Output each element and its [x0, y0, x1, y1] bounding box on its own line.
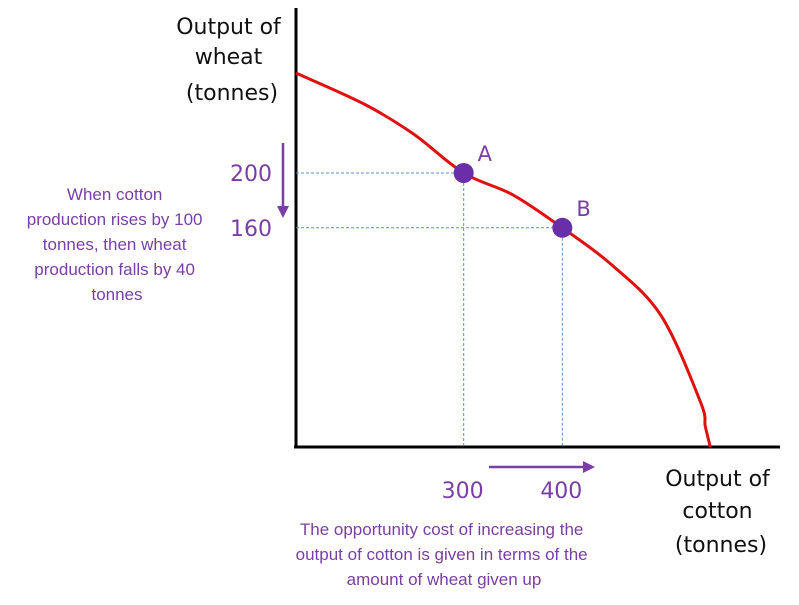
- x-tick-label-400: 400: [540, 479, 582, 504]
- left-annotation-line-2: production rises by 100: [27, 210, 203, 229]
- y-axis-title-line-2: wheat: [195, 45, 263, 70]
- y-axis-title: Output of wheat (tonnes): [176, 15, 288, 106]
- ppf-curve-line: [295, 71, 712, 448]
- x-axis-title-line-2: cotton: [682, 499, 752, 524]
- right-arrow-icon: [583, 461, 595, 473]
- y-axis-title-line-3: (tonnes): [186, 81, 278, 106]
- left-annotation-line-5: tonnes: [91, 285, 142, 304]
- left-annotation-line-3: tonnes, then wheat: [43, 235, 187, 254]
- x-axis-title-line-3: (tonnes): [675, 533, 767, 558]
- point-b-marker: [552, 217, 573, 238]
- left-annotation-line-4: production falls by 40: [34, 260, 195, 279]
- point-a-marker: [453, 163, 474, 184]
- y-axis-title-line-1: Output of: [176, 15, 282, 40]
- x-axis-title: Output of cotton (tonnes): [665, 467, 777, 558]
- left-annotation: When cotton production rises by 100 tonn…: [27, 185, 208, 304]
- bottom-annotation: The opportunity cost of increasing the o…: [296, 520, 593, 589]
- x-axis-title-line-1: Output of: [665, 467, 771, 492]
- point-b-label: B: [576, 197, 590, 221]
- left-annotation-line-1: When cotton: [67, 185, 162, 204]
- down-arrow-icon: [277, 206, 289, 218]
- bottom-annotation-line-2: output of cotton is given in terms of th…: [296, 545, 588, 564]
- x-tick-label-300: 300: [442, 479, 484, 504]
- y-tick-label-160: 160: [230, 217, 272, 242]
- y-tick-label-200: 200: [230, 162, 272, 187]
- bottom-annotation-line-3: amount of wheat given up: [347, 570, 542, 589]
- point-a-label: A: [478, 142, 493, 166]
- bottom-annotation-line-1: The opportunity cost of increasing the: [300, 520, 584, 539]
